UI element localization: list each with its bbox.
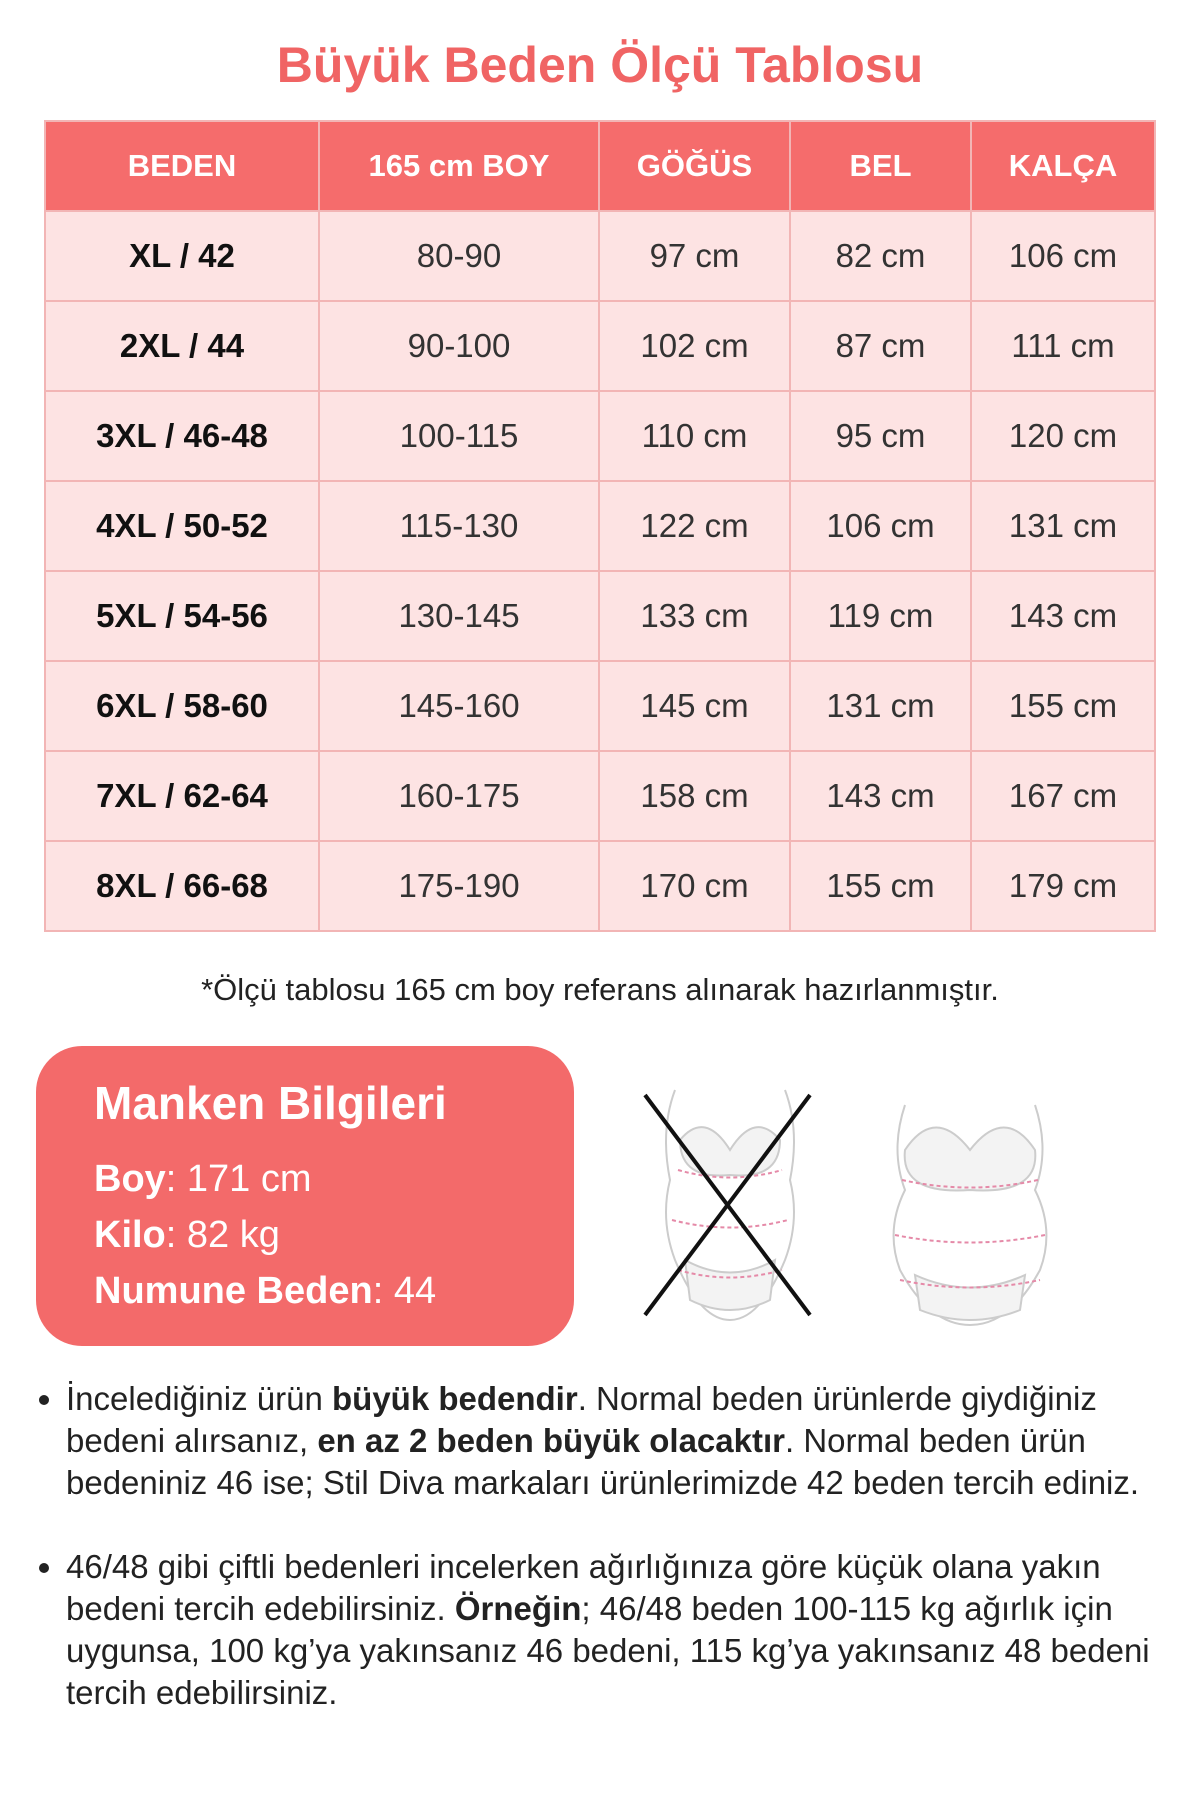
- size-cell: 3XL / 46-48: [44, 390, 320, 482]
- table-row: 7XL / 62-64 160-175 158 cm 143 cm 167 cm: [44, 750, 1156, 842]
- measure-cell: 145-160: [318, 660, 600, 752]
- bold-text: büyük bedendir: [332, 1380, 578, 1417]
- measure-cell: 143 cm: [789, 750, 972, 842]
- measure-cell: 90-100: [318, 300, 600, 392]
- body-illustrations: [643, 1089, 1048, 1327]
- measure-cell: 175-190: [318, 840, 600, 932]
- measure-cell: 122 cm: [598, 480, 791, 572]
- table-row: XL / 42 80-90 97 cm 82 cm 106 cm: [44, 210, 1156, 302]
- header-row: BEDEN 165 cm BOY GÖĞÜS BEL KALÇA: [44, 120, 1156, 212]
- bullet-item: 46/48 gibi çiftli bedenleri incelerken a…: [66, 1546, 1196, 1714]
- table-body: XL / 42 80-90 97 cm 82 cm 106 cm 2XL / 44 90-1…: [44, 210, 1156, 932]
- size-cell: 7XL / 62-64: [44, 750, 320, 842]
- text: 46/48 gibi çiftli bedenleri incelerken a…: [66, 1548, 1101, 1627]
- measure-cell: 155 cm: [789, 840, 972, 932]
- measure-cell: 102 cm: [598, 300, 791, 392]
- correct-figure: [892, 1104, 1048, 1327]
- model-info-value: : 82 kg: [165, 1214, 280, 1256]
- measure-cell: 106 cm: [789, 480, 972, 572]
- column-header: GÖĞÜS: [598, 120, 791, 212]
- measure-cell: 131 cm: [970, 480, 1156, 572]
- measure-cell: 145 cm: [598, 660, 791, 752]
- measure-cell: 179 cm: [970, 840, 1156, 932]
- bold-text: en az 2 beden büyük olacaktır: [317, 1422, 785, 1459]
- size-table: BEDEN 165 cm BOY GÖĞÜS BEL KALÇA XL / 42 80-9…: [44, 120, 1156, 932]
- text: . Normal beden ürün bedeniniz 46 ise; St…: [66, 1422, 1140, 1501]
- measure-cell: 131 cm: [789, 660, 972, 752]
- table-row: 6XL / 58-60 145-160 145 cm 131 cm 155 cm: [44, 660, 1156, 752]
- wrong-figure: [665, 1089, 795, 1322]
- measure-cell: 115-130: [318, 480, 600, 572]
- bold-text: Örneğin: [454, 1590, 582, 1627]
- measure-cell: 110 cm: [598, 390, 791, 482]
- measure-cell: 100-115: [318, 390, 600, 482]
- text: ; 46/48 beden 100-115 kg ağırlık için uy…: [66, 1590, 1150, 1711]
- column-header: 165 cm BOY: [318, 120, 600, 212]
- measure-cell: 111 cm: [970, 300, 1156, 392]
- column-header: BEDEN: [44, 120, 320, 212]
- size-cell: 6XL / 58-60: [44, 660, 320, 752]
- column-header: BEL: [789, 120, 972, 212]
- size-cell: 2XL / 44: [44, 300, 320, 392]
- model-info-item: Boy: 171 cm: [94, 1158, 312, 1201]
- info-bullets: İncelediğiniz ürün büyük bedendir. Norma…: [36, 1378, 1196, 1756]
- text: İncelediğiniz ürün: [66, 1380, 332, 1417]
- size-cell: 4XL / 50-52: [44, 480, 320, 572]
- bullet-item: İncelediğiniz ürün büyük bedendir. Norma…: [66, 1378, 1196, 1504]
- measure-cell: 95 cm: [789, 390, 972, 482]
- model-info-label: Kilo: [94, 1214, 166, 1256]
- measure-cell: 143 cm: [970, 570, 1156, 662]
- measure-cell: 160-175: [318, 750, 600, 842]
- table-row: 8XL / 66-68 175-190 170 cm 155 cm 179 cm: [44, 840, 1156, 932]
- page-title: Büyük Beden Ölçü Tablosu: [276, 37, 924, 93]
- measure-cell: 155 cm: [970, 660, 1156, 752]
- measure-cell: 130-145: [318, 570, 600, 662]
- text: . Normal beden ürünlerde giydiğiniz bede…: [66, 1380, 1097, 1459]
- model-info-title: Manken Bilgileri: [94, 1077, 447, 1129]
- measure-cell: 80-90: [318, 210, 600, 302]
- measure-cell: 119 cm: [789, 570, 972, 662]
- measure-cell: 87 cm: [789, 300, 972, 392]
- model-info-box: Manken Bilgileri Boy: 171 cm Kilo: 82 kg N…: [36, 1046, 574, 1346]
- cross-mark: [643, 1093, 812, 1317]
- measure-cell: 82 cm: [789, 210, 972, 302]
- measure-cell: 106 cm: [970, 210, 1156, 302]
- table-note: *Ölçü tablosu 165 cm boy referans alınar…: [201, 972, 999, 1007]
- model-info-item: Numune Beden: 44: [94, 1270, 436, 1313]
- model-info-value: : 171 cm: [165, 1158, 312, 1200]
- measure-cell: 97 cm: [598, 210, 791, 302]
- measure-cell: 133 cm: [598, 570, 791, 662]
- model-info-item: Kilo: 82 kg: [94, 1214, 280, 1257]
- size-cell: 8XL / 66-68: [44, 840, 320, 932]
- size-cell: XL / 42: [44, 210, 320, 302]
- measure-cell: 170 cm: [598, 840, 791, 932]
- model-info-label: Numune Beden: [94, 1270, 373, 1312]
- table-row: 5XL / 54-56 130-145 133 cm 119 cm 143 cm: [44, 570, 1156, 662]
- measure-cell: 120 cm: [970, 390, 1156, 482]
- model-info-value: : 44: [372, 1270, 437, 1312]
- table-row: 3XL / 46-48 100-115 110 cm 95 cm 120 cm: [44, 390, 1156, 482]
- column-header: KALÇA: [970, 120, 1156, 212]
- model-info-label: Boy: [94, 1158, 166, 1200]
- size-cell: 5XL / 54-56: [44, 570, 320, 662]
- table-row: 4XL / 50-52 115-130 122 cm 106 cm 131 cm: [44, 480, 1156, 572]
- measure-cell: 158 cm: [598, 750, 791, 842]
- measure-cell: 167 cm: [970, 750, 1156, 842]
- table-row: 2XL / 44 90-100 102 cm 87 cm 111 cm: [44, 300, 1156, 392]
